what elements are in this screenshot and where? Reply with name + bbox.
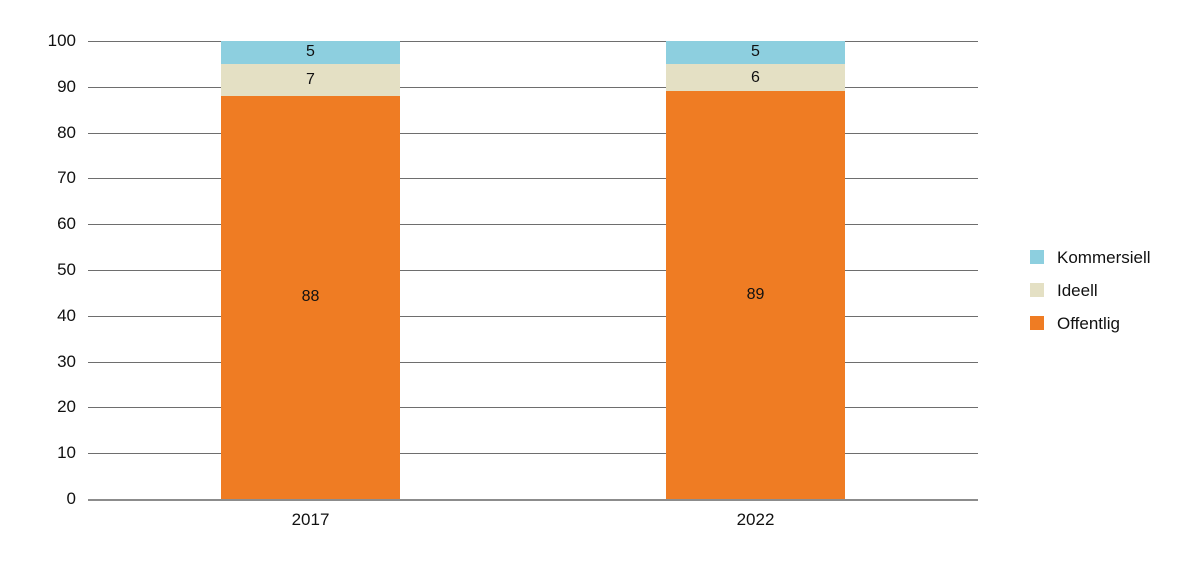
bar-segment-kommersiell-2017: 5 <box>221 41 400 64</box>
y-tick-label: 40 <box>57 305 76 325</box>
y-tick-label: 10 <box>57 443 76 463</box>
legend: Kommersiell Ideell Offentlig <box>1030 247 1151 349</box>
gridline <box>88 178 978 179</box>
gridline <box>88 87 978 88</box>
segment-value-label: 5 <box>751 43 760 61</box>
gridline <box>88 133 978 134</box>
bar-segment-ideell-2022: 6 <box>666 63 845 92</box>
segment-value-label: 6 <box>751 68 760 86</box>
segment-value-label: 7 <box>306 70 315 88</box>
bar-segment-kommersiell-2022: 5 <box>666 41 845 64</box>
y-tick-label: 60 <box>57 214 76 234</box>
gridline <box>88 316 978 317</box>
y-tick-label: 70 <box>57 168 76 188</box>
segment-value-label: 89 <box>746 286 765 304</box>
y-tick-label: 20 <box>57 397 76 417</box>
legend-label: Ideell <box>1057 280 1098 300</box>
legend-item-kommersiell: Kommersiell <box>1030 247 1151 267</box>
gridline <box>88 407 978 408</box>
y-tick-label: 0 <box>66 489 76 508</box>
x-axis-line <box>88 499 978 501</box>
y-tick-label: 100 <box>47 31 76 50</box>
legend-swatch-icon <box>1030 283 1044 297</box>
segment-value-label: 88 <box>301 288 320 306</box>
legend-swatch-icon <box>1030 316 1044 330</box>
legend-item-ideell: Ideell <box>1030 280 1151 300</box>
gridline <box>88 362 978 363</box>
legend-label: Offentlig <box>1057 313 1121 333</box>
legend-swatch-icon <box>1030 250 1044 264</box>
bar-segment-offentlig-2022: 89 <box>666 91 845 499</box>
y-tick-label: 90 <box>57 76 76 96</box>
x-tick-label: 2017 <box>291 510 330 529</box>
x-tick-label: 2022 <box>736 510 775 529</box>
legend-item-offentlig: Offentlig <box>1030 313 1151 333</box>
legend-label: Kommersiell <box>1057 247 1151 267</box>
bar-segment-ideell-2017: 7 <box>221 63 400 96</box>
y-tick-label: 30 <box>57 351 76 371</box>
segment-value-label: 5 <box>306 43 315 61</box>
gridline <box>88 270 978 271</box>
gridline <box>88 41 978 42</box>
gridline <box>88 453 978 454</box>
y-tick-label: 50 <box>57 260 76 279</box>
y-tick-label: 80 <box>57 122 76 142</box>
gridline <box>88 224 978 225</box>
bar-segment-offentlig-2017: 88 <box>221 95 400 499</box>
